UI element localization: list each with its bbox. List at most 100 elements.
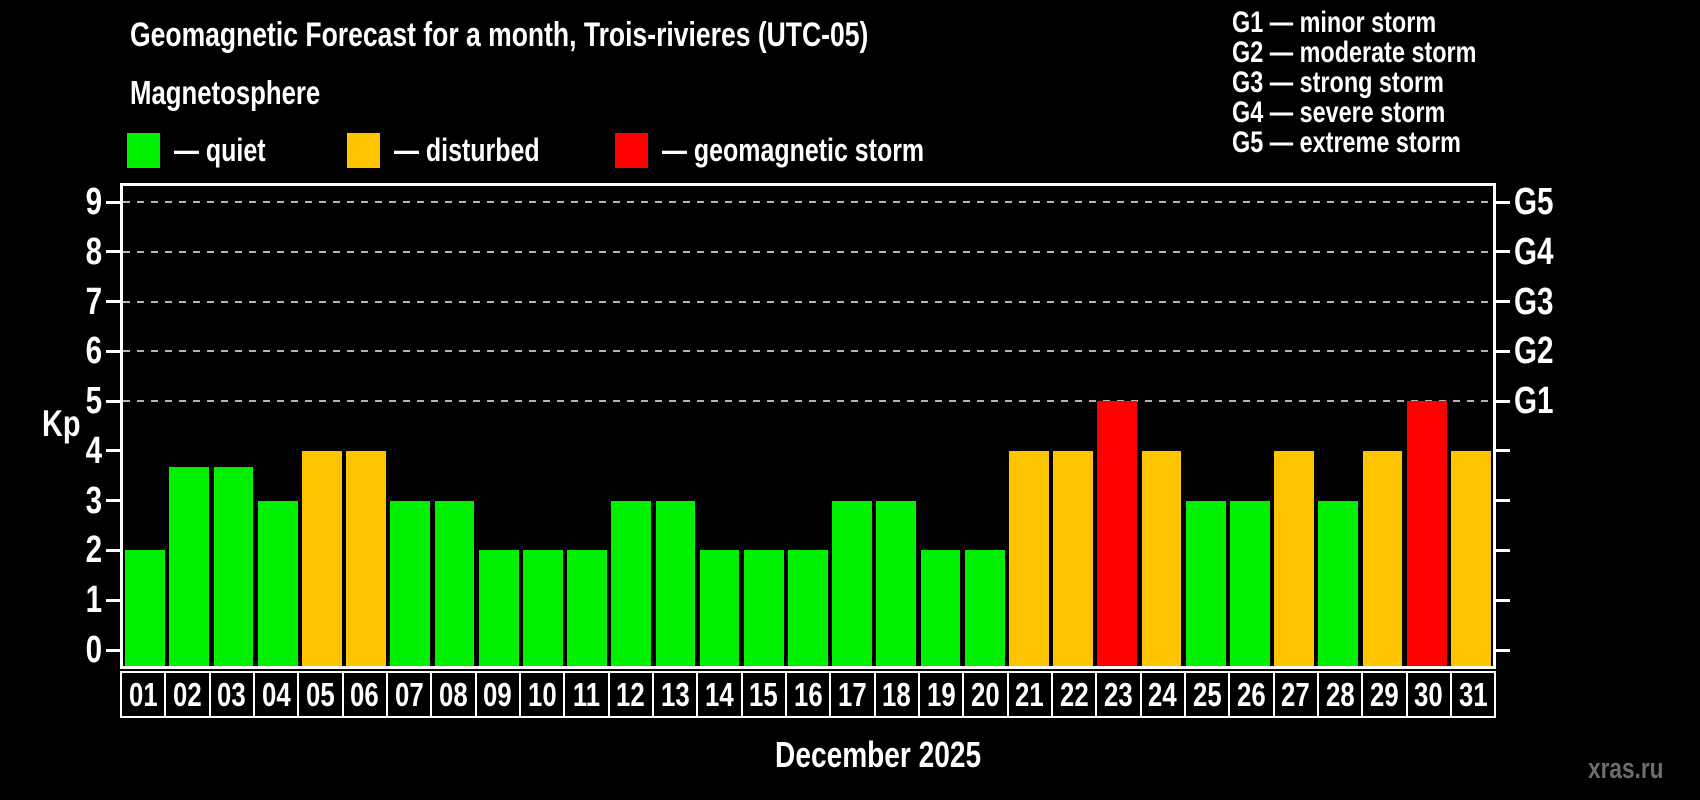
y-axis-label-2: 2 — [85, 529, 102, 572]
y-axis-tick-right-8 — [1496, 250, 1510, 254]
y-axis-label-4: 4 — [85, 429, 102, 472]
day-cell-20: 20 — [962, 671, 1009, 718]
y-axis-tick-left-2 — [106, 548, 120, 552]
gridline-kp5 — [123, 400, 1493, 403]
kp-bar-day-09 — [478, 550, 519, 666]
day-cell-16: 16 — [784, 671, 832, 718]
y-axis-label-6: 6 — [85, 330, 102, 373]
day-cell-25: 25 — [1183, 671, 1231, 718]
storm-scale-legend: G1 — minor storm G2 — moderate storm G3 … — [1232, 8, 1545, 158]
y-axis-tick-left-3 — [106, 499, 120, 503]
kp-bar-day-22 — [1053, 450, 1094, 666]
y-axis-label-9: 9 — [85, 181, 102, 223]
legend-item-storm: — geomagnetic storm — [615, 131, 998, 169]
y-axis-tick-right-1 — [1496, 598, 1510, 602]
kp-bar-day-14 — [699, 550, 740, 666]
day-cell-12: 12 — [607, 671, 654, 718]
y-axis-tick-right-6 — [1496, 349, 1510, 353]
day-cell-22: 22 — [1050, 671, 1098, 718]
kp-bar-day-15 — [743, 550, 784, 666]
day-cell-07: 07 — [385, 671, 433, 718]
y-axis-label-3: 3 — [85, 479, 102, 522]
page-title: Geomagnetic Forecast for a month, Trois-… — [130, 16, 1077, 55]
y-axis-tick-right-4 — [1496, 449, 1510, 453]
g-level-label-G1: G1 — [1514, 380, 1554, 423]
kp-bar-chart — [120, 183, 1496, 669]
y-axis-tick-right-0 — [1496, 648, 1510, 652]
kp-bar-day-03 — [213, 467, 254, 666]
kp-bar-day-10 — [522, 550, 563, 666]
kp-bar-day-13 — [655, 500, 696, 666]
kp-bar-day-12 — [611, 500, 652, 666]
day-cell-11: 11 — [563, 671, 610, 718]
quiet-color-swatch — [127, 132, 160, 168]
y-axis-label-1: 1 — [85, 579, 102, 622]
kp-bar-day-20 — [964, 550, 1005, 666]
kp-bar-day-01 — [125, 550, 165, 666]
kp-bar-day-23 — [1097, 401, 1138, 666]
disturbed-color-swatch — [347, 132, 380, 168]
quiet-label: — quiet — [174, 131, 266, 168]
g-level-label-G3: G3 — [1514, 280, 1554, 323]
kp-bar-day-19 — [920, 550, 961, 666]
y-axis-tick-left-6 — [106, 349, 120, 353]
day-cell-01: 01 — [120, 671, 167, 718]
page-title-text: Geomagnetic Forecast for a month, Trois-… — [130, 16, 869, 54]
y-axis-tick-left-0 — [106, 648, 120, 652]
y-axis-tick-right-3 — [1496, 499, 1510, 503]
day-cell-19: 19 — [917, 671, 965, 718]
y-axis-tick-right-9 — [1496, 200, 1510, 204]
kp-bar-day-07 — [390, 500, 431, 666]
day-cell-13: 13 — [651, 671, 699, 718]
y-axis-tick-left-4 — [106, 449, 120, 453]
day-cell-17: 17 — [829, 671, 876, 718]
g-level-label-G2: G2 — [1514, 330, 1554, 373]
kp-bar-day-30 — [1406, 401, 1447, 666]
y-axis-tick-left-7 — [106, 300, 120, 304]
gridline-kp8 — [123, 250, 1493, 253]
day-cell-29: 29 — [1361, 671, 1408, 718]
kp-bar-day-04 — [257, 500, 298, 666]
kp-bar-day-11 — [567, 550, 607, 666]
day-cell-27: 27 — [1272, 671, 1319, 718]
y-axis-tick-right-7 — [1496, 300, 1510, 304]
gridline-kp9 — [123, 201, 1493, 203]
kp-bar-day-29 — [1362, 450, 1403, 666]
kp-bar-day-17 — [832, 500, 873, 666]
g-level-label-G5: G5 — [1514, 181, 1554, 223]
day-axis: 01 02 03 04 05 06 07 08 09 10 11 12 13 14 15 16 17 18 19 20… — [120, 671, 1497, 718]
kp-bar-day-05 — [301, 450, 342, 666]
day-cell-21: 21 — [1006, 671, 1053, 718]
kp-bar-day-27 — [1274, 450, 1314, 666]
y-axis-label-7: 7 — [85, 280, 102, 323]
day-cell-31: 31 — [1449, 671, 1497, 718]
day-cell-23: 23 — [1095, 671, 1142, 718]
kp-bar-day-21 — [1009, 450, 1049, 666]
y-axis-tick-right-5 — [1496, 399, 1510, 403]
gridline-kp7 — [123, 300, 1493, 303]
day-cell-10: 10 — [518, 671, 566, 718]
month-label: December 2025 — [774, 734, 982, 775]
day-cell-04: 04 — [252, 671, 300, 718]
kp-bar-day-28 — [1318, 500, 1359, 666]
kp-bar-day-08 — [434, 500, 475, 666]
kp-bar-day-16 — [788, 550, 828, 666]
kp-bar-day-02 — [169, 467, 210, 666]
day-cell-06: 06 — [341, 671, 388, 718]
kp-bar-day-06 — [346, 450, 386, 666]
day-cell-05: 05 — [297, 671, 344, 718]
watermark: xras.ru — [1588, 753, 1664, 785]
kp-bar-day-25 — [1185, 500, 1226, 666]
y-axis-label-5: 5 — [85, 380, 102, 423]
day-cell-15: 15 — [740, 671, 787, 718]
day-cell-18: 18 — [873, 671, 920, 718]
day-cell-28: 28 — [1316, 671, 1364, 718]
y-axis-label-0: 0 — [85, 629, 102, 671]
y-axis-tick-left-9 — [106, 200, 120, 204]
kp-bar-day-24 — [1141, 450, 1182, 666]
y-axis-title: Kp — [42, 403, 81, 444]
disturbed-label: — disturbed — [394, 131, 540, 168]
g-level-label-G4: G4 — [1514, 230, 1554, 273]
day-cell-30: 30 — [1405, 671, 1452, 718]
g2-legend-line: G2 — moderate storm — [1232, 36, 1477, 69]
